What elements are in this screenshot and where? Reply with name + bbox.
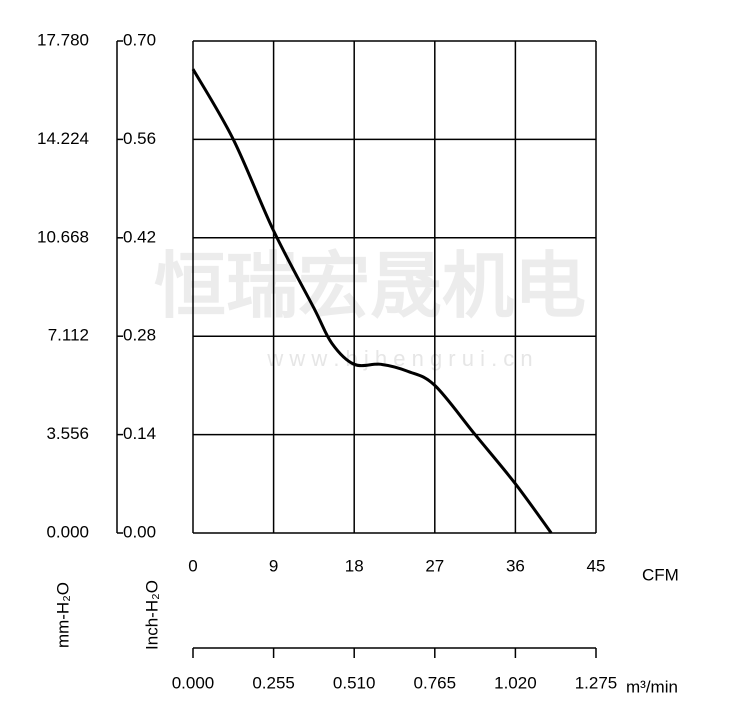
y2-tick-label: 3.556 (46, 424, 89, 443)
y-tick-label: 0.14 (123, 424, 156, 443)
watermark: 恒瑞宏晟机电 (154, 247, 586, 327)
y2-tick-label: 14.224 (37, 129, 89, 148)
x2-tick-label: 0.765 (414, 673, 457, 692)
y-tick-label: 0.70 (123, 30, 156, 49)
x2-tick-label: 0.000 (172, 673, 215, 692)
watermark-url: w w w . b j h e n g r u i . c n (266, 346, 532, 371)
y-tick-label: 0.00 (123, 522, 156, 541)
x-tick-label: 18 (345, 556, 364, 575)
x2-axis-label: m³/min (626, 677, 678, 696)
y-axis-label: Inch-H₂O (142, 580, 161, 650)
x2-tick-label: 0.510 (333, 673, 376, 692)
x-tick-label: 45 (587, 556, 606, 575)
y-tick-label: 0.42 (123, 227, 156, 246)
x-tick-label: 27 (425, 556, 444, 575)
y2-axis-label: mm-H₂O (53, 582, 72, 648)
x-tick-label: 36 (506, 556, 525, 575)
x-tick-label: 9 (269, 556, 278, 575)
y2-tick-label: 0.000 (46, 522, 89, 541)
y-tick-label: 0.28 (123, 326, 156, 345)
x-axis-label: CFM (642, 565, 679, 584)
curve (191, 68, 553, 534)
x2-tick-label: 0.255 (252, 673, 295, 692)
x2-tick-label: 1.275 (575, 673, 618, 692)
x-tick-label: 0 (188, 556, 197, 575)
x2-tick-label: 1.020 (494, 673, 537, 692)
y-tick-label: 0.56 (123, 129, 156, 148)
y2-tick-label: 7.112 (48, 326, 89, 345)
y2-tick-label: 10.668 (37, 227, 89, 246)
y2-tick-label: 17.780 (37, 30, 89, 49)
